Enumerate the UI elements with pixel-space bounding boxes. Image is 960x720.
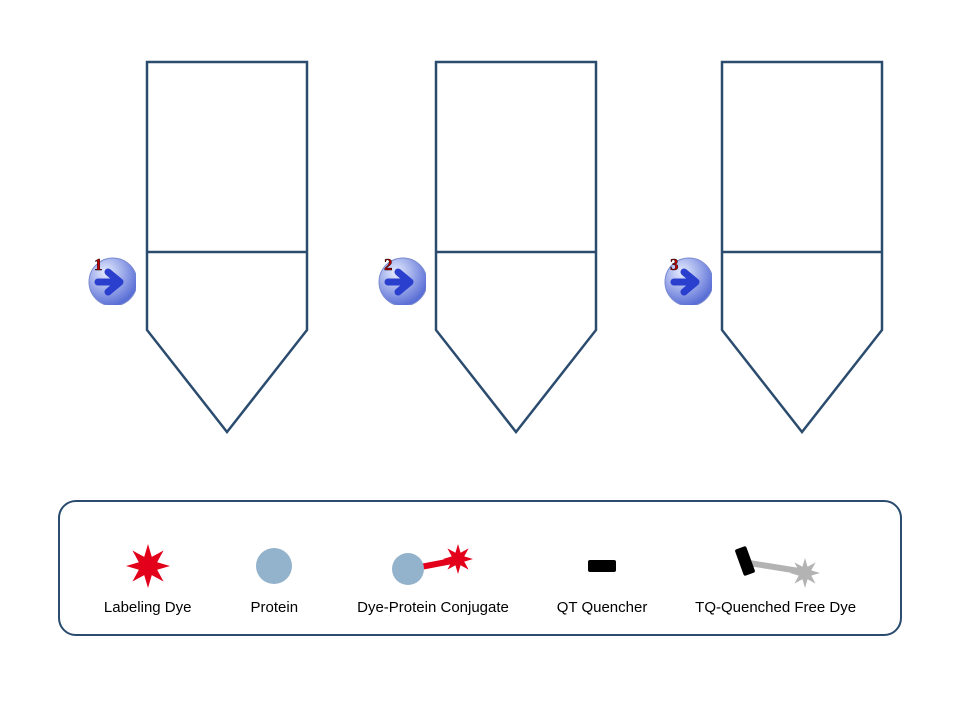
svg-text:2: 2 bbox=[384, 255, 393, 274]
legend-label: Labeling Dye bbox=[104, 599, 192, 616]
quencher-icon bbox=[562, 543, 642, 589]
tube bbox=[145, 60, 309, 434]
legend-label: Dye-Protein Conjugate bbox=[357, 599, 509, 616]
diagram-stage: 1 2 3 Labeling Dye Protein Dye-Protein Conjug… bbox=[0, 0, 960, 720]
legend-item-dye: Labeling Dye bbox=[104, 543, 192, 616]
step-bubble-2: 2 bbox=[376, 255, 426, 305]
quenched-icon bbox=[721, 543, 831, 589]
legend: Labeling Dye Protein Dye-Protein Conjugate… bbox=[58, 500, 902, 636]
tube bbox=[720, 60, 884, 434]
legend-label: TQ-Quenched Free Dye bbox=[695, 599, 856, 616]
dye-icon bbox=[113, 543, 183, 589]
step-bubble-1: 1 bbox=[86, 255, 136, 305]
legend-item-protein: Protein bbox=[239, 543, 309, 616]
legend-item-conjugate: Dye-Protein Conjugate bbox=[357, 543, 509, 616]
tube bbox=[434, 60, 598, 434]
step-bubble-3: 3 bbox=[662, 255, 712, 305]
protein-icon bbox=[239, 543, 309, 589]
legend-item-quenched: TQ-Quenched Free Dye bbox=[695, 543, 856, 616]
svg-text:1: 1 bbox=[94, 255, 103, 274]
conjugate-icon bbox=[378, 543, 488, 589]
legend-label: QT Quencher bbox=[557, 599, 648, 616]
legend-label: Protein bbox=[251, 599, 299, 616]
legend-item-quencher: QT Quencher bbox=[557, 543, 648, 616]
svg-text:3: 3 bbox=[670, 255, 679, 274]
